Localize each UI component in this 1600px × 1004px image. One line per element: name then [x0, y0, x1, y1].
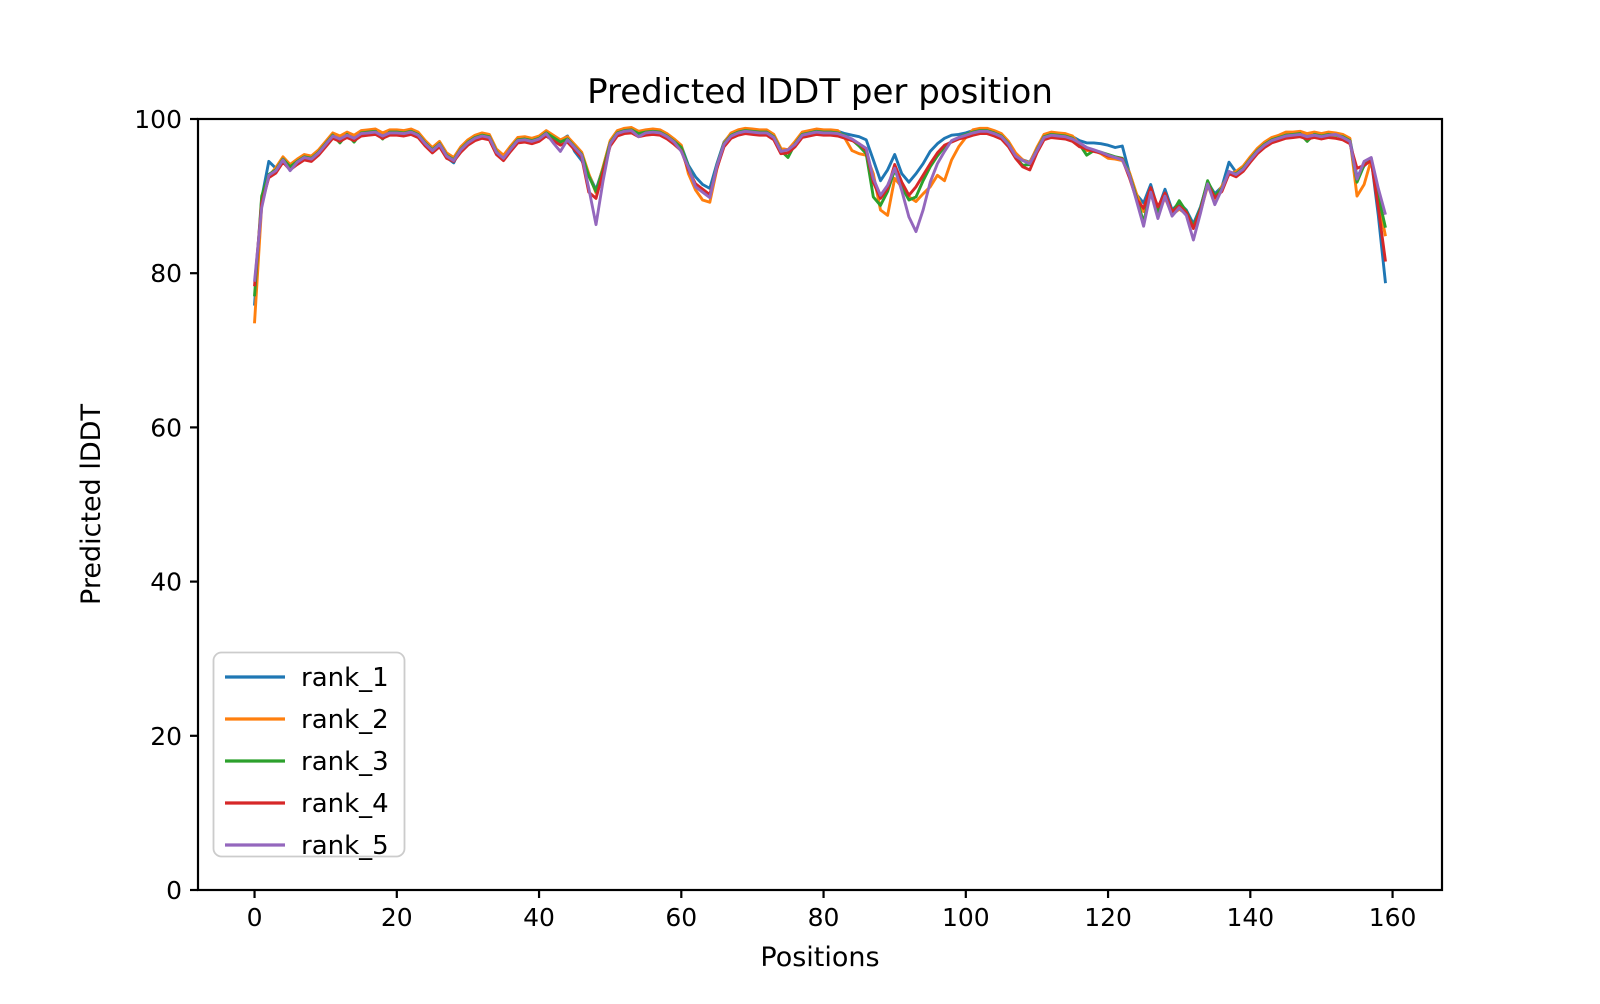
y-axis-label: Predicted lDDT — [76, 404, 107, 605]
plot-area: 0 20 40 60 80 100 120 140 160020406080100rank_1r… — [134, 105, 1444, 932]
series-line-rank_3 — [253, 128, 1387, 297]
y-tick-label: 80 — [150, 259, 182, 288]
legend-label: rank_3 — [301, 747, 389, 777]
y-tick-label: 40 — [150, 568, 182, 597]
legend-entry-rank_3: rank_3 — [225, 747, 389, 777]
y-tick-label: 60 — [150, 413, 182, 442]
x-tick-label: 20 — [381, 903, 413, 932]
legend-label: rank_4 — [301, 789, 389, 819]
y-tick-label: 0 — [166, 876, 182, 905]
x-tick-label: 0 — [247, 903, 263, 932]
x-tick-label: 40 — [523, 903, 555, 932]
x-tick-label: 60 — [665, 903, 697, 932]
y-tick-label: 20 — [150, 722, 182, 751]
series-line-rank_5 — [253, 129, 1387, 282]
x-tick-label: 140 — [1226, 903, 1274, 932]
series-line-rank_2 — [253, 126, 1387, 324]
legend-label: rank_5 — [301, 831, 389, 861]
legend-label: rank_2 — [301, 705, 389, 735]
legend: rank_1 rank_2 rank_3 rank_4 rank_5 — [212, 651, 406, 861]
y-tick-label: 100 — [134, 105, 182, 134]
x-tick-label: 80 — [808, 903, 840, 932]
legend-entry-rank_4: rank_4 — [225, 789, 389, 819]
chart-title: Predicted lDDT per position — [587, 72, 1053, 112]
legend-entry-rank_1: rank_1 — [225, 663, 389, 693]
axis-spine — [196, 117, 1444, 892]
legend-entry-rank_2: rank_2 — [225, 705, 389, 735]
series-line-rank_1 — [253, 126, 1387, 306]
x-axis-label: Positions — [760, 942, 879, 973]
legend-label: rank_1 — [301, 663, 389, 693]
x-tick-label: 160 — [1369, 903, 1417, 932]
x-tick-label: 100 — [942, 903, 990, 932]
legend-box — [212, 651, 406, 858]
legend-entry-rank_5: rank_5 — [225, 831, 389, 861]
x-tick-label: 120 — [1084, 903, 1132, 932]
series-line-rank_4 — [253, 131, 1387, 287]
